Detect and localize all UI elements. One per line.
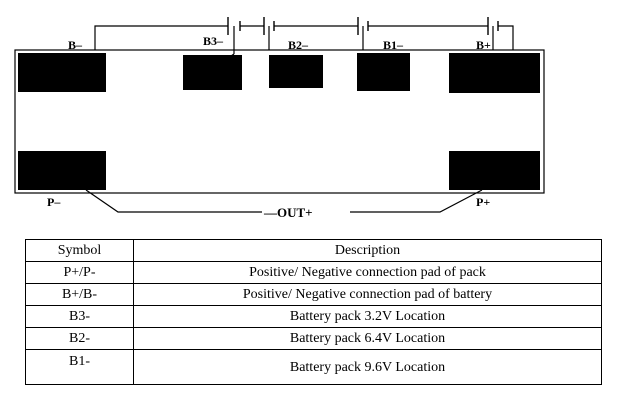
table-row: B1- Battery pack 9.6V Location bbox=[25, 349, 602, 385]
battery-cell-symbol-1 bbox=[357, 17, 369, 35]
symbol-cell: B1- bbox=[25, 349, 134, 385]
label-b-plus: B+ bbox=[476, 38, 491, 52]
battery-cell-symbol-3 bbox=[227, 17, 241, 35]
table-row: B3- Battery pack 3.2V Location bbox=[25, 305, 602, 328]
table-header-row: Symbol Description bbox=[25, 239, 602, 262]
header-description: Description bbox=[133, 239, 602, 262]
label-out: —OUT+ bbox=[263, 205, 313, 220]
label-p-plus: P+ bbox=[476, 195, 490, 209]
label-b3-minus: B3– bbox=[203, 34, 224, 48]
label-b-minus: B– bbox=[68, 38, 83, 52]
pad-description-table: Symbol Description P+/P- Positive/ Negat… bbox=[25, 239, 602, 385]
description-cell: Battery pack 9.6V Location bbox=[133, 349, 602, 385]
pad-b3-minus bbox=[183, 55, 242, 90]
label-p-minus: P– bbox=[47, 195, 61, 209]
pad-b-plus bbox=[449, 53, 540, 93]
description-cell: Positive/ Negative connection pad of pac… bbox=[133, 261, 602, 284]
table-row: P+/P- Positive/ Negative connection pad … bbox=[25, 261, 602, 284]
pcb-board-outline bbox=[14, 49, 545, 194]
table-row: B+/B- Positive/ Negative connection pad … bbox=[25, 283, 602, 306]
label-b2-minus: B2– bbox=[288, 38, 309, 52]
battery-cell-symbol-4 bbox=[487, 17, 499, 35]
cell-wiring bbox=[94, 25, 514, 63]
description-cell: Battery pack 3.2V Location bbox=[133, 305, 602, 328]
label-b1-minus: B1– bbox=[383, 38, 404, 52]
table-row: B2- Battery pack 6.4V Location bbox=[25, 327, 602, 350]
symbol-cell: P+/P- bbox=[25, 261, 134, 284]
bms-pcb-diagram: B– B3– B2– B1– B+ P– P+ —OUT+ bbox=[14, 17, 545, 220]
description-cell: Positive/ Negative connection pad of bat… bbox=[133, 283, 602, 306]
symbol-cell: B2- bbox=[25, 327, 134, 350]
pad-b1-minus bbox=[357, 53, 410, 91]
pad-b-minus bbox=[18, 53, 106, 92]
symbol-cell: B3- bbox=[25, 305, 134, 328]
description-cell: Battery pack 6.4V Location bbox=[133, 327, 602, 350]
symbol-cell: B+/B- bbox=[25, 283, 134, 306]
pad-p-minus bbox=[18, 151, 106, 190]
pad-p-plus bbox=[449, 151, 540, 190]
battery-cell-symbol-2 bbox=[263, 17, 275, 35]
pad-b2-minus bbox=[269, 55, 323, 88]
header-symbol: Symbol bbox=[25, 239, 134, 262]
output-wiring bbox=[85, 189, 483, 213]
